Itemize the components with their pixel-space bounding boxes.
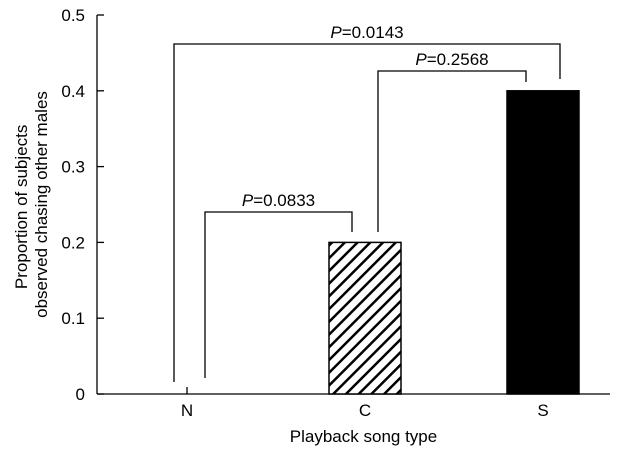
significance-brackets: P=0.0833 P=0.2568 P=0.0143 (173, 23, 561, 382)
y-tick-label: 0.5 (61, 6, 85, 25)
y-tick-label: 0.1 (61, 309, 85, 328)
p-value-label-N-S: P=0.0143 (330, 23, 403, 42)
bars (328, 90, 580, 395)
x-tick-label: S (537, 401, 548, 420)
p-value-label-C-S: P=0.2568 (415, 50, 488, 69)
x-axis-title: Playback song type (290, 427, 437, 446)
bar-C (328, 241, 402, 395)
p-value-label-N-C: P=0.0833 (242, 191, 315, 210)
x-tick-label: C (359, 401, 371, 420)
bracket-C-S (377, 70, 527, 232)
y-tick-label: 0.2 (61, 233, 85, 252)
y-tick-label: 0 (76, 385, 85, 404)
x-tick-label: N (181, 401, 193, 420)
y-axis-title-line-2: observed chasing other males (32, 91, 51, 318)
y-axis-title-line-1: Proportion of subjects (12, 125, 31, 289)
axis-labels: Playback song type Proportion of subject… (12, 91, 437, 446)
bracket-N-C (204, 211, 353, 378)
bracket-N-S (173, 43, 561, 382)
bar-S (506, 90, 580, 395)
y-axis-title: Proportion of subjects observed chasing … (12, 91, 51, 318)
y-tick-label: 0.4 (61, 82, 85, 101)
y-tick-label: 0.3 (61, 158, 85, 177)
